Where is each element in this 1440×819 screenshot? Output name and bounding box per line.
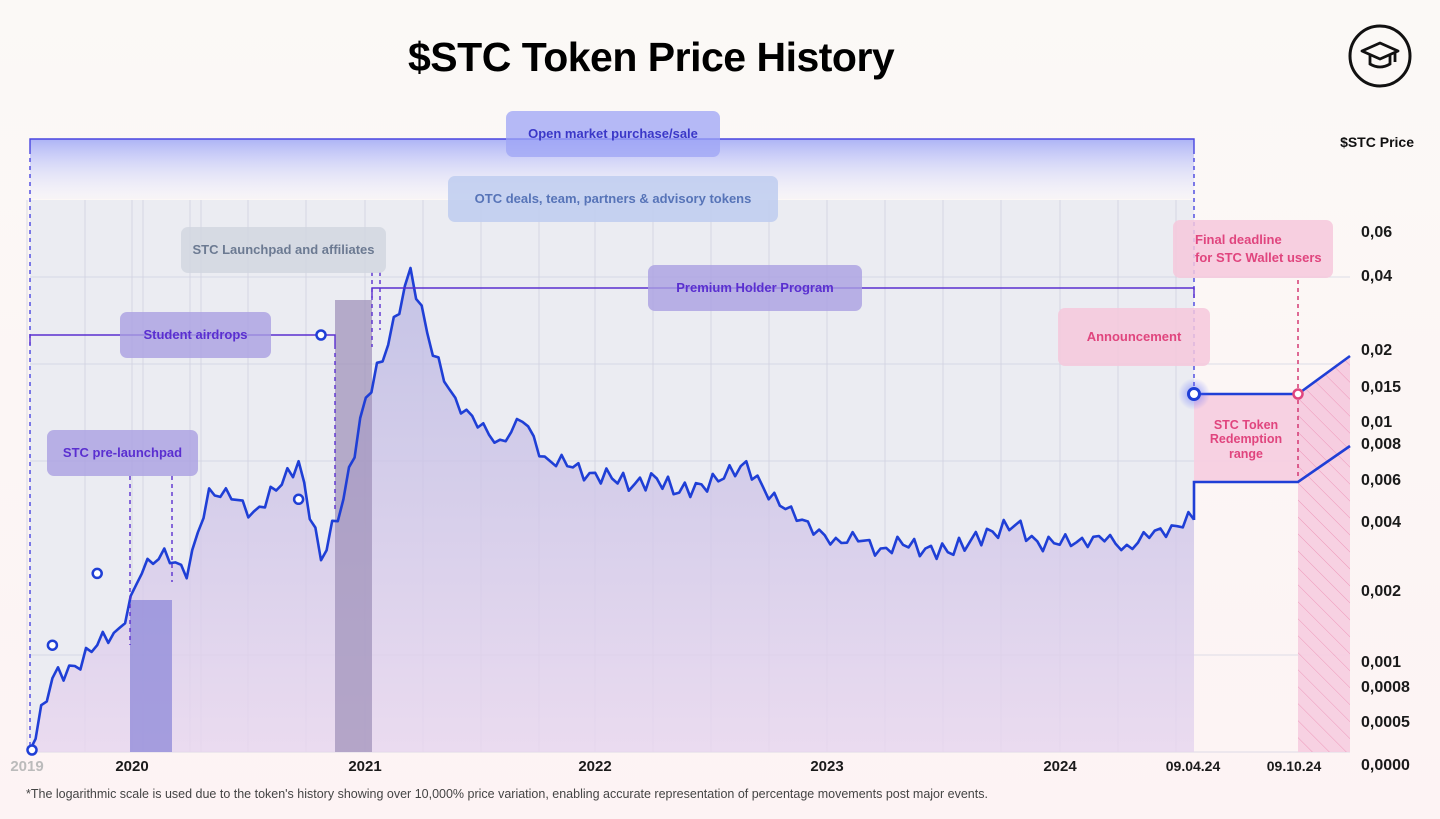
y-tick-label: 0,0000	[1361, 757, 1410, 774]
x-tick-label: 2023	[810, 758, 844, 775]
y-tick-label: 0,06	[1361, 224, 1393, 241]
event-marker	[292, 493, 305, 506]
announcement-label: Announcement	[1058, 308, 1210, 366]
y-tick-label: 0,04	[1361, 268, 1393, 285]
redemption-lower-line	[1192, 444, 1351, 520]
start-marker	[26, 744, 38, 756]
y-axis-label: $STC Price	[1340, 134, 1414, 150]
x-tick-label: 09.10.24	[1266, 758, 1322, 774]
y-tick-label: 0,0008	[1361, 679, 1410, 696]
final-deadline-label: Final deadline for STC Wallet users	[1173, 220, 1333, 278]
y-tick-label: 0,001	[1361, 654, 1402, 671]
price-line	[28, 266, 1196, 751]
event-marker	[315, 329, 327, 341]
redemption-range-label: STC Token Redemption range	[1209, 418, 1283, 461]
x-tick-label: 2021	[348, 758, 382, 775]
y-tick-label: 0,008	[1361, 436, 1402, 453]
page-title: $STC Token Price History	[408, 34, 895, 80]
otc-label: OTC deals, team, partners & advisory tok…	[448, 176, 778, 222]
event-marker	[46, 639, 59, 651]
event-markers	[46, 329, 327, 651]
x-tick-label: 2024	[1043, 758, 1077, 775]
redemption-hatch	[1298, 356, 1350, 752]
event-marker	[91, 567, 103, 580]
y-tick-label: 0,015	[1361, 379, 1402, 396]
y-tick-label: 0,004	[1361, 514, 1402, 531]
y-tick-label: 0,01	[1361, 414, 1393, 431]
graduation-cap-icon	[1348, 24, 1412, 88]
premium-label: Premium Holder Program	[648, 265, 862, 311]
x-tick-label: 2022	[578, 758, 612, 775]
open-market-label: Open market purchase/sale	[506, 111, 720, 157]
footnote: *The logarithmic scale is used due to th…	[26, 787, 988, 801]
announcement-marker	[1187, 387, 1201, 401]
y-tick-label: 0,006	[1361, 472, 1402, 489]
x-tick-label: 09.04.24	[1165, 758, 1221, 774]
y-tick-label: 0,002	[1361, 583, 1402, 600]
x-tick-label: 2019	[10, 758, 44, 775]
launchpad-label: STC Launchpad and affiliates	[181, 227, 386, 273]
prelaunch-label: STC pre-launchpad	[47, 430, 198, 476]
student-label: Student airdrops	[120, 312, 271, 358]
x-tick-label: 2020	[115, 758, 149, 775]
y-tick-label: 0,0005	[1361, 714, 1410, 731]
y-tick-label: 0,02	[1361, 342, 1393, 359]
price-area	[30, 268, 1194, 752]
prelaunch-shade	[130, 600, 172, 752]
launchpad-shade	[335, 300, 372, 752]
deadline-marker	[1292, 388, 1304, 400]
